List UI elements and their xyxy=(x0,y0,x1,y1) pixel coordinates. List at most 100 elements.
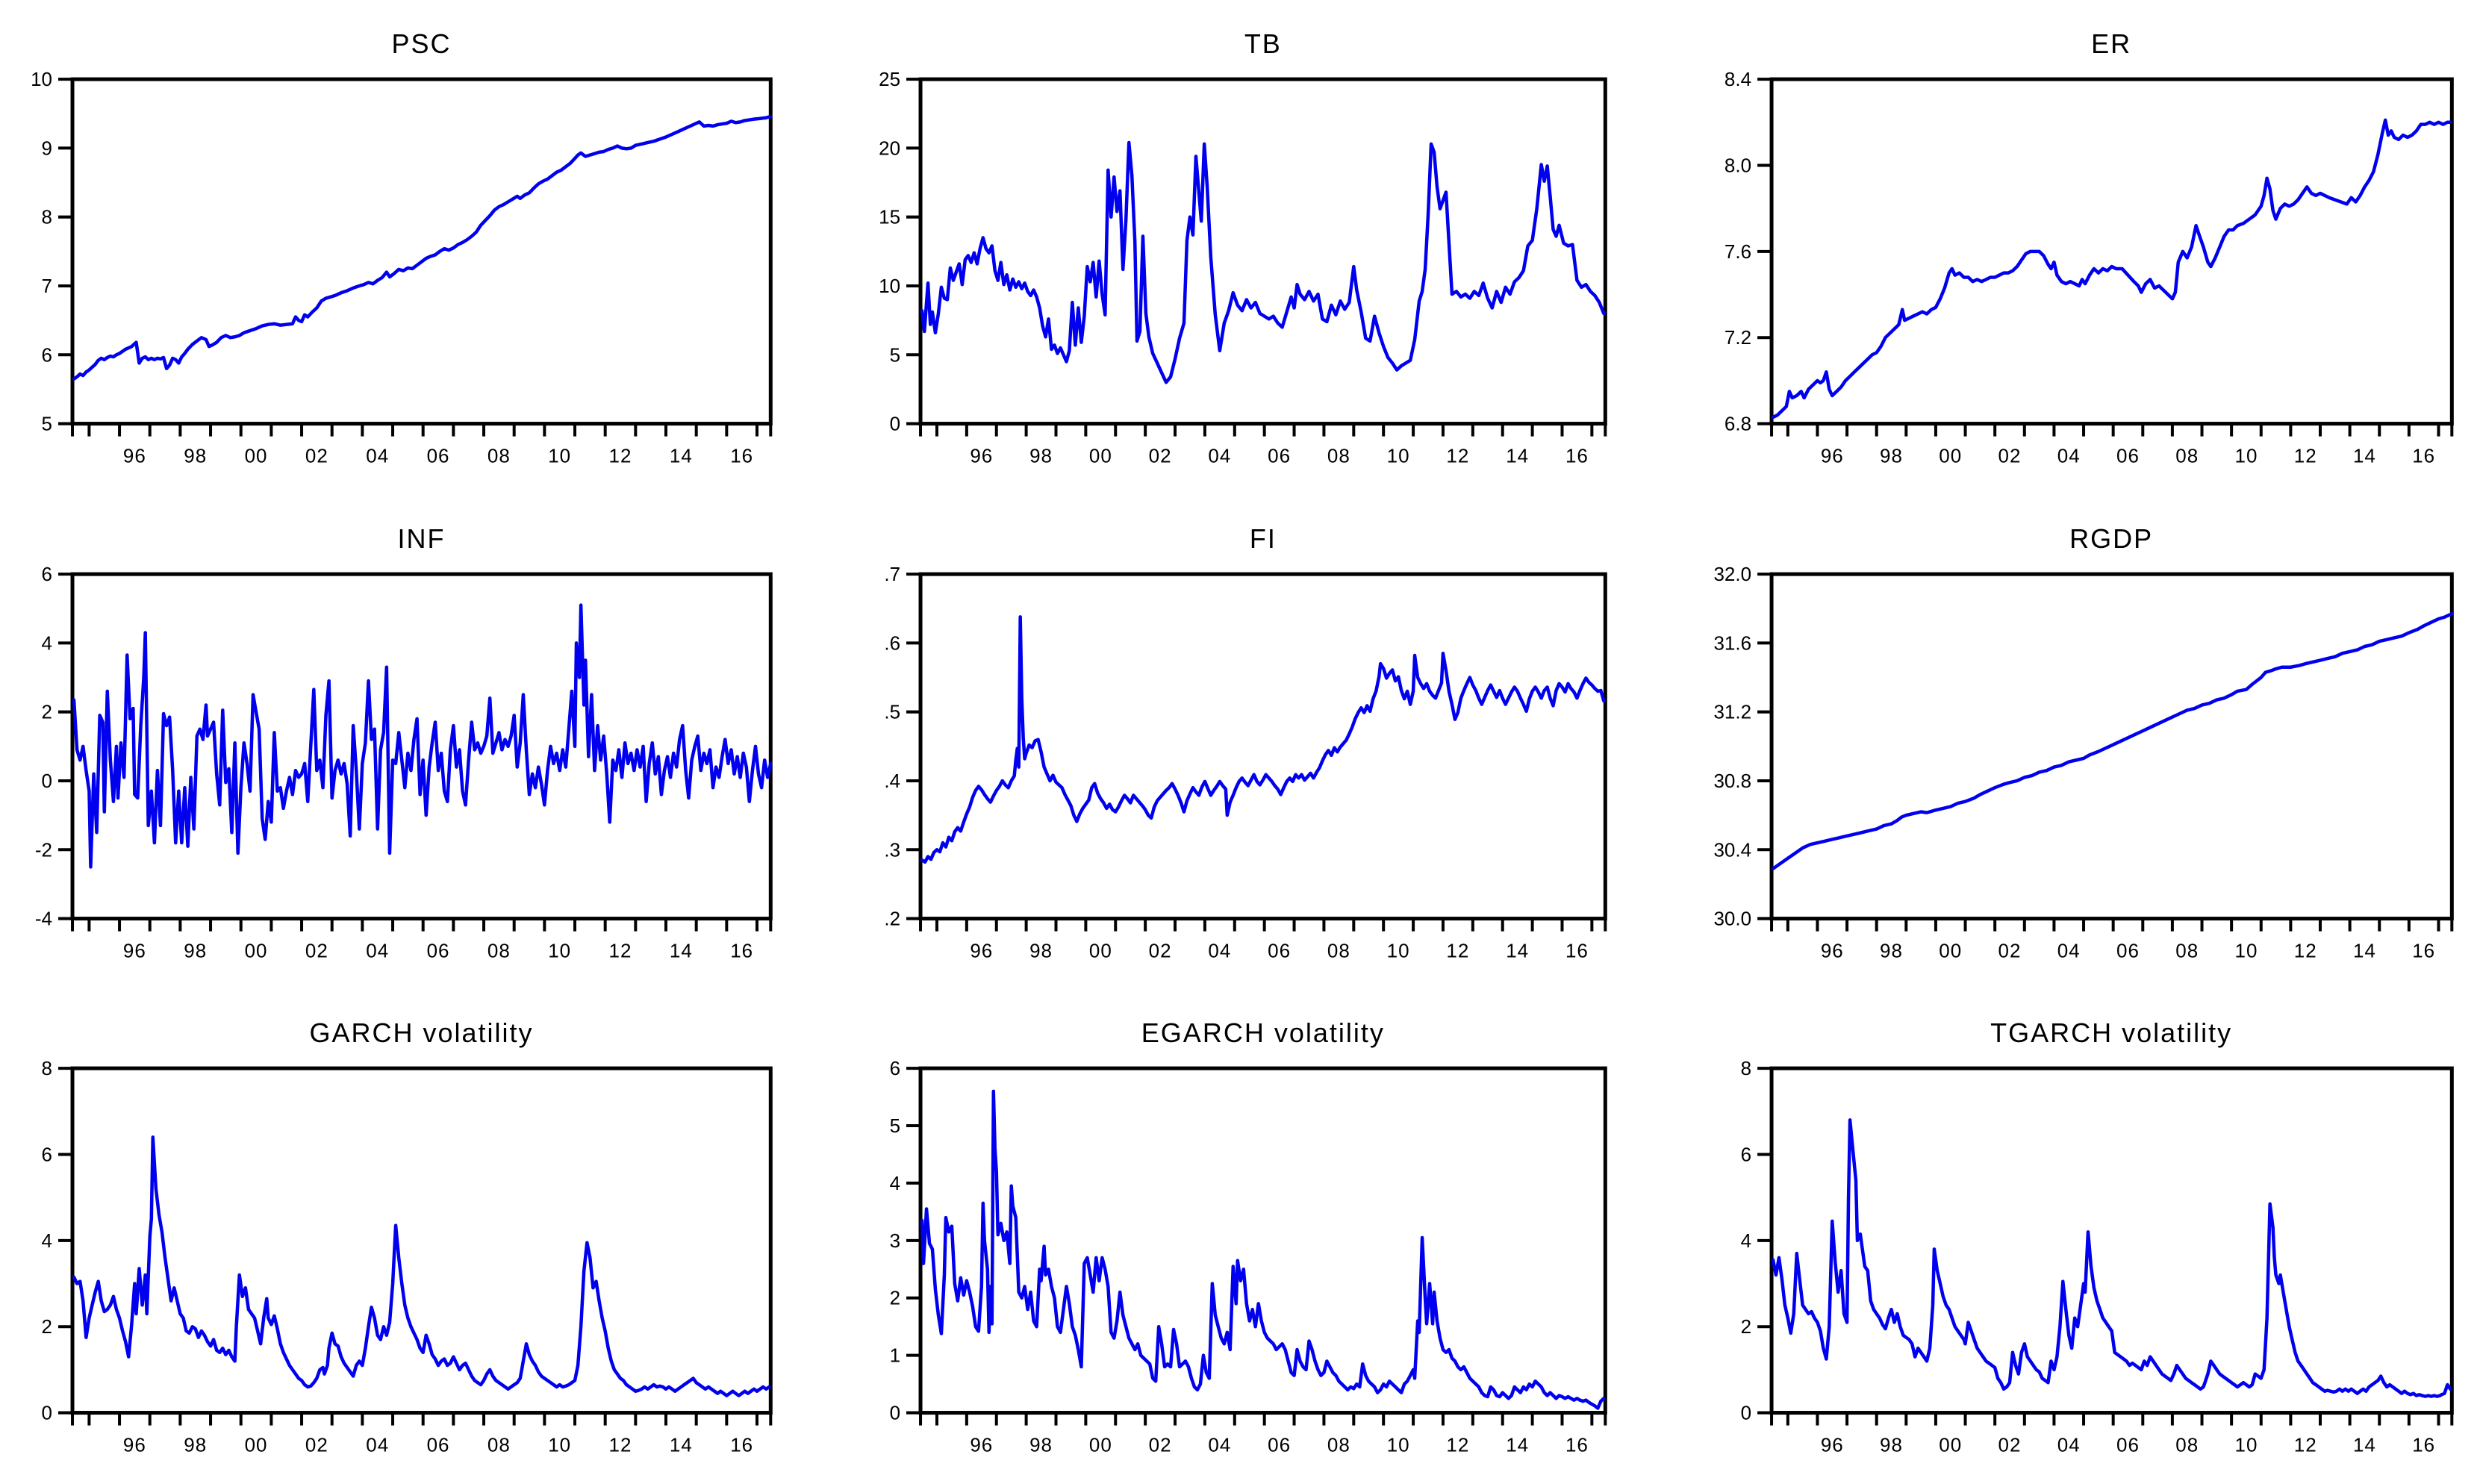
svg-text:96: 96 xyxy=(123,1434,146,1456)
svg-text:98: 98 xyxy=(1880,445,1903,467)
svg-text:04: 04 xyxy=(366,1434,389,1456)
svg-text:04: 04 xyxy=(2057,939,2080,961)
chart-title-fi: FI xyxy=(1249,523,1277,554)
svg-text:9: 9 xyxy=(42,137,52,159)
svg-text:06: 06 xyxy=(427,1434,450,1456)
svg-text:14: 14 xyxy=(670,939,693,961)
svg-text:4: 4 xyxy=(42,1229,52,1252)
svg-text:31.2: 31.2 xyxy=(1713,700,1751,723)
svg-text:12: 12 xyxy=(2293,445,2317,467)
svg-text:06: 06 xyxy=(427,939,450,961)
svg-text:0: 0 xyxy=(42,770,52,792)
svg-text:16: 16 xyxy=(1565,939,1589,961)
svg-text:06: 06 xyxy=(1268,445,1291,467)
svg-text:08: 08 xyxy=(2175,445,2199,467)
chart-psc: PSC 5 6 7 8 9 10 96 98 00 02 04 06 08 10 12 14 16 xyxy=(0,0,826,495)
chart-title-tgarch: TGARCH volatility xyxy=(1990,1017,2233,1049)
svg-text:4: 4 xyxy=(42,632,52,654)
svg-text:06: 06 xyxy=(2116,1434,2140,1456)
svg-text:06: 06 xyxy=(2116,445,2140,467)
svg-text:08: 08 xyxy=(2175,1434,2199,1456)
svg-text:5: 5 xyxy=(42,413,52,435)
svg-text:5: 5 xyxy=(890,343,900,366)
svg-text:12: 12 xyxy=(2293,939,2317,961)
svg-text:.3: .3 xyxy=(885,838,901,861)
chart-title-tb: TB xyxy=(1244,28,1282,59)
svg-text:16: 16 xyxy=(2412,445,2435,467)
svg-text:02: 02 xyxy=(1998,939,2021,961)
svg-text:.2: .2 xyxy=(885,907,901,929)
svg-text:10: 10 xyxy=(1387,445,1410,467)
svg-text:04: 04 xyxy=(366,445,389,467)
chart-er: ER 6.8 7.2 7.6 8.0 8.4 96 98 00 02 04 06 08 10 12 14 16 xyxy=(1654,0,2480,495)
svg-text:08: 08 xyxy=(2175,939,2199,961)
svg-text:.4: .4 xyxy=(885,770,901,792)
svg-text:4: 4 xyxy=(890,1172,900,1194)
svg-text:30.4: 30.4 xyxy=(1713,838,1751,861)
chart-garch-volatility: GARCH volatility 0 2 4 6 8 96 98 00 02 04 06 08 10 12… xyxy=(0,989,826,1484)
svg-text:7: 7 xyxy=(42,275,52,297)
svg-text:-2: -2 xyxy=(35,838,52,861)
svg-text:00: 00 xyxy=(245,445,268,467)
svg-text:00: 00 xyxy=(245,939,268,961)
svg-text:14: 14 xyxy=(1507,445,1530,467)
svg-text:6.8: 6.8 xyxy=(1725,413,1751,435)
svg-text:12: 12 xyxy=(1447,1434,1470,1456)
svg-text:12: 12 xyxy=(609,445,632,467)
svg-text:6: 6 xyxy=(890,1057,900,1079)
svg-text:2: 2 xyxy=(42,1316,52,1338)
chart-title-inf: INF xyxy=(397,523,446,554)
svg-text:14: 14 xyxy=(2353,939,2376,961)
svg-text:.6: .6 xyxy=(885,632,901,654)
svg-text:04: 04 xyxy=(2057,445,2080,467)
svg-text:00: 00 xyxy=(1939,1434,1962,1456)
svg-text:2: 2 xyxy=(890,1287,900,1309)
svg-text:-4: -4 xyxy=(35,907,52,929)
svg-text:14: 14 xyxy=(1507,939,1530,961)
svg-text:12: 12 xyxy=(2293,1434,2317,1456)
svg-text:96: 96 xyxy=(970,1434,994,1456)
line-plot-tb: 0 5 10 15 20 25 96 98 00 02 04 06 08 10 12 14 16 xyxy=(879,68,1608,467)
svg-text:31.6: 31.6 xyxy=(1713,632,1751,654)
svg-text:02: 02 xyxy=(1149,445,1172,467)
svg-text:04: 04 xyxy=(1209,939,1232,961)
svg-text:10: 10 xyxy=(548,445,571,467)
chart-title-rgdp: RGDP xyxy=(2069,523,2154,554)
line-plot-er: 6.8 7.2 7.6 8.0 8.4 96 98 00 02 04 06 08 10 12 14 16 xyxy=(1725,68,2454,467)
svg-text:08: 08 xyxy=(1327,1434,1350,1456)
svg-text:0: 0 xyxy=(1740,1402,1751,1424)
svg-text:00: 00 xyxy=(1089,939,1112,961)
svg-text:16: 16 xyxy=(730,939,753,961)
svg-text:0: 0 xyxy=(890,1402,900,1424)
svg-text:15: 15 xyxy=(879,206,900,228)
svg-text:02: 02 xyxy=(1149,1434,1172,1456)
svg-text:14: 14 xyxy=(1507,1434,1530,1456)
chart-inf: INF -4 -2 0 2 4 6 96 98 00 02 04 06 08 10 12 14 16 xyxy=(0,495,826,990)
line-plot-rgdp: 30.0 30.4 30.8 31.2 31.6 32.0 96 98 00 02 04 06 08 10… xyxy=(1713,563,2454,961)
svg-text:25: 25 xyxy=(879,68,900,90)
svg-text:14: 14 xyxy=(2353,1434,2376,1456)
svg-text:98: 98 xyxy=(184,939,207,961)
svg-text:12: 12 xyxy=(1447,939,1470,961)
svg-text:10: 10 xyxy=(31,68,52,90)
chart-fi: FI .2 .3 .4 .5 .6 .7 96 98 00 02 04 06 08 10 12 14 16 xyxy=(826,495,1653,990)
svg-text:4: 4 xyxy=(1740,1229,1751,1252)
svg-text:96: 96 xyxy=(970,939,994,961)
svg-text:8: 8 xyxy=(1740,1057,1751,1079)
svg-text:6: 6 xyxy=(42,343,52,366)
svg-text:12: 12 xyxy=(1447,445,1470,467)
svg-text:96: 96 xyxy=(1820,1434,1843,1456)
svg-text:10: 10 xyxy=(1387,1434,1410,1456)
svg-text:04: 04 xyxy=(366,939,389,961)
svg-text:6: 6 xyxy=(1740,1144,1751,1166)
svg-text:8: 8 xyxy=(42,206,52,228)
svg-text:0: 0 xyxy=(890,413,900,435)
svg-text:30.0: 30.0 xyxy=(1713,907,1751,929)
svg-text:10: 10 xyxy=(548,939,571,961)
svg-text:02: 02 xyxy=(305,939,328,961)
